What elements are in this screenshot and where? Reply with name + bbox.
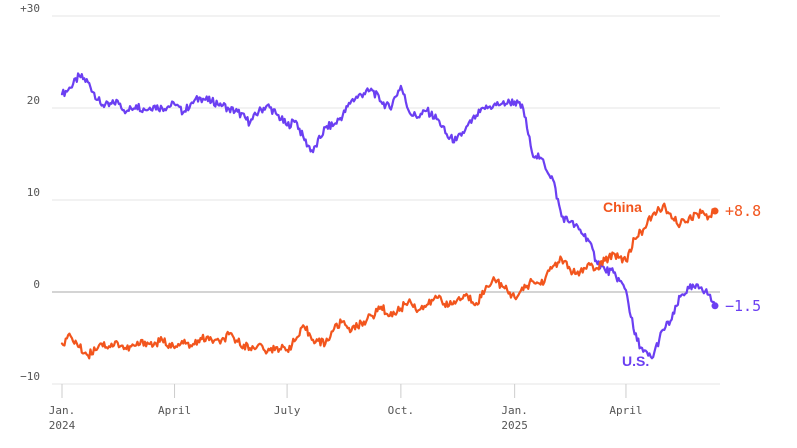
x-tick-label: April [609,404,642,417]
x-tick-year-label: 2025 [501,419,528,432]
series-end-value-china: +8.8 [725,202,761,220]
series-line-us [60,72,717,360]
x-tick-label: Oct. [388,404,415,417]
series-labels: −1.5 +8.8 U.S. China [603,199,761,369]
y-tick-label: 10 [27,186,40,199]
series-end-dot-china [711,207,719,215]
x-tick-label: April [158,404,191,417]
series-line-china [60,202,717,360]
series-lines [60,72,719,360]
series-name-us: U.S. [622,353,649,369]
x-tick-label: Jan. [49,404,76,417]
x-tick-label: Jan. [501,404,528,417]
series-name-china: China [603,199,642,215]
series-end-dot-us [711,302,719,310]
x-tick-year-label: 2024 [49,419,76,432]
y-axis-ticks: +30 20 10 0 −10 [20,2,40,383]
y-tick-label: 0 [33,278,40,291]
x-tick-label: July [274,404,301,417]
y-tick-label: +30 [20,2,40,15]
y-tick-label: −10 [20,370,40,383]
x-axis-ticks: Jan. 2024 April July Oct. Jan. 2025 April [49,384,643,432]
y-tick-label: 20 [27,94,40,107]
series-end-value-us: −1.5 [725,297,761,315]
